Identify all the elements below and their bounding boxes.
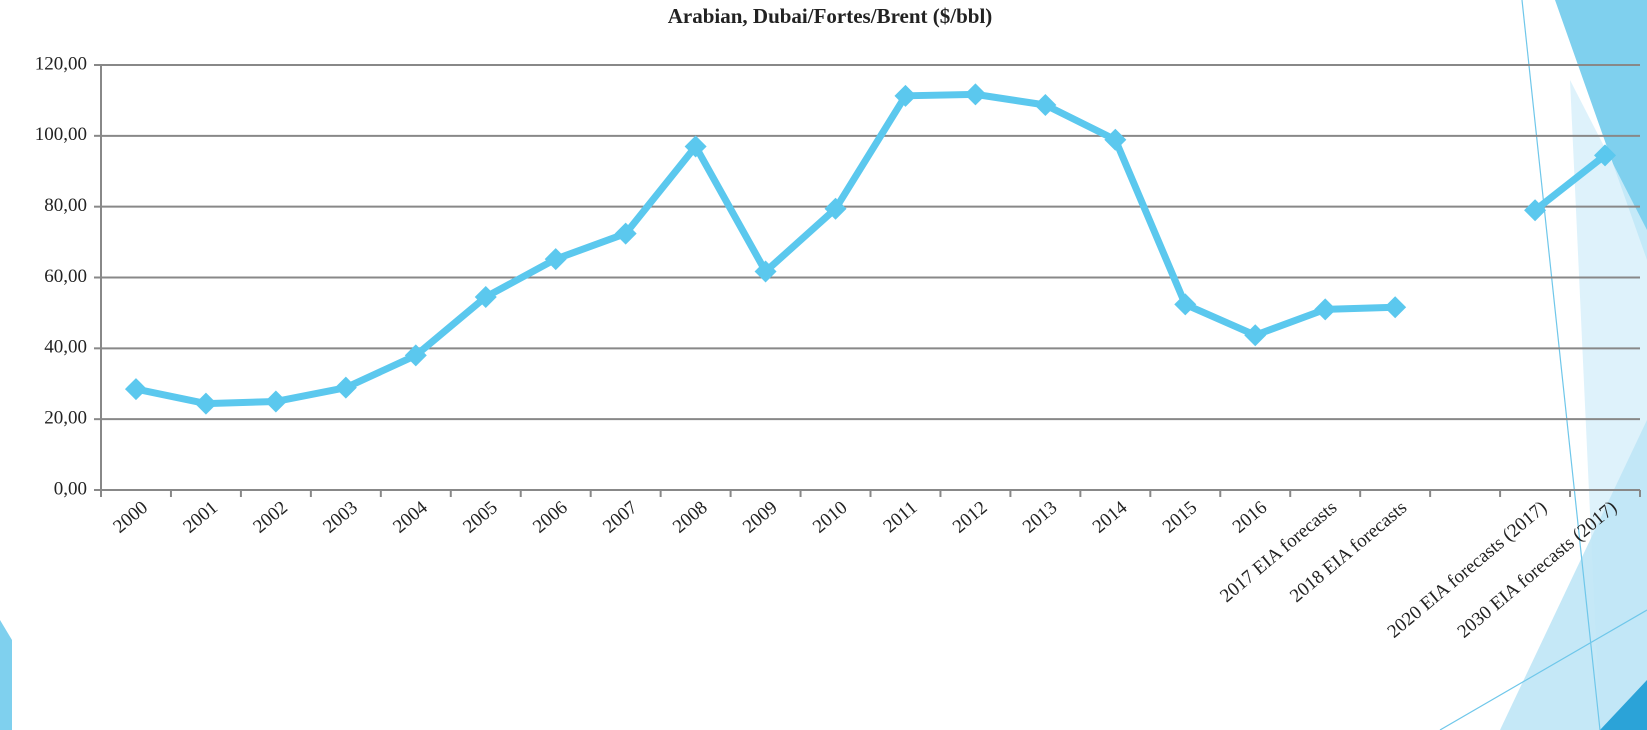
x-tick-label: 2000 — [109, 497, 152, 538]
x-tick-label: 2003 — [319, 497, 362, 538]
chart-title: Arabian, Dubai/Fortes/Brent ($/bbl) — [668, 4, 993, 28]
marker — [194, 392, 217, 415]
x-tick-label: 2008 — [669, 497, 712, 538]
marker — [1034, 94, 1057, 117]
deco-shape — [1600, 680, 1647, 730]
x-tick-label: 2011 — [879, 497, 921, 537]
x-tick-label: 2018 EIA forecasts — [1286, 497, 1411, 607]
x-tick-label: 2014 — [1089, 497, 1132, 538]
x-tick-label: 2012 — [949, 497, 992, 538]
y-tick-label: 40,00 — [44, 337, 87, 358]
marker — [1384, 296, 1407, 319]
marker — [1594, 144, 1617, 167]
marker — [1174, 293, 1197, 316]
x-tick-label: 2016 — [1229, 497, 1272, 538]
marker — [1104, 128, 1127, 151]
deco-line — [1521, 0, 1601, 730]
marker — [614, 222, 637, 245]
marker — [334, 376, 357, 399]
x-tick-label: 2006 — [529, 497, 572, 538]
marker — [894, 84, 917, 107]
marker — [1244, 324, 1267, 347]
x-tick-label: 2005 — [459, 497, 502, 538]
marker — [964, 83, 987, 106]
x-tick-label: 2013 — [1019, 497, 1062, 538]
deco-shape — [0, 620, 12, 730]
x-tick-label: 2002 — [249, 497, 292, 538]
marker — [124, 378, 147, 401]
marker — [1524, 199, 1547, 222]
marker — [404, 344, 427, 367]
x-tick-label: 2007 — [599, 497, 642, 538]
y-tick-label: 80,00 — [44, 195, 87, 216]
y-tick-label: 120,00 — [35, 53, 87, 74]
y-tick-label: 60,00 — [44, 266, 87, 287]
marker — [544, 248, 567, 271]
marker — [1314, 298, 1337, 321]
marker — [474, 285, 497, 308]
marker — [824, 197, 847, 220]
marker — [684, 135, 707, 158]
marker — [264, 390, 287, 413]
marker — [754, 260, 777, 283]
x-tick-label: 2004 — [389, 497, 432, 538]
y-tick-label: 20,00 — [44, 408, 87, 429]
x-tick-label: 2010 — [809, 497, 852, 538]
line — [135, 90, 1608, 408]
y-tick-label: 100,00 — [35, 124, 87, 145]
x-tick-label: 2001 — [179, 497, 222, 538]
deco-shape — [1500, 420, 1647, 730]
x-tick-label: 2017 EIA forecasts — [1216, 497, 1341, 607]
y-tick-label: 0,00 — [54, 478, 87, 499]
x-tick-label: 2015 — [1159, 497, 1202, 538]
deco-line — [1439, 609, 1647, 730]
x-tick-label: 2009 — [739, 497, 782, 538]
